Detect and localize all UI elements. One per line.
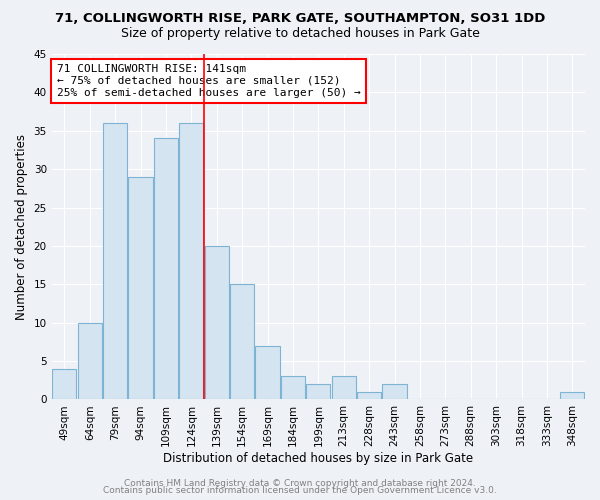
Y-axis label: Number of detached properties: Number of detached properties <box>15 134 28 320</box>
Bar <box>179 123 203 400</box>
Bar <box>281 376 305 400</box>
Bar <box>52 369 76 400</box>
Bar <box>382 384 407 400</box>
Bar <box>230 284 254 400</box>
Bar <box>128 177 152 400</box>
Text: Size of property relative to detached houses in Park Gate: Size of property relative to detached ho… <box>121 28 479 40</box>
Text: 71, COLLINGWORTH RISE, PARK GATE, SOUTHAMPTON, SO31 1DD: 71, COLLINGWORTH RISE, PARK GATE, SOUTHA… <box>55 12 545 26</box>
Text: Contains HM Land Registry data © Crown copyright and database right 2024.: Contains HM Land Registry data © Crown c… <box>124 478 476 488</box>
Bar <box>256 346 280 400</box>
Bar <box>77 322 102 400</box>
Bar <box>103 123 127 400</box>
Bar <box>306 384 331 400</box>
Bar <box>332 376 356 400</box>
Bar <box>154 138 178 400</box>
Bar <box>205 246 229 400</box>
Text: 71 COLLINGWORTH RISE: 141sqm
← 75% of detached houses are smaller (152)
25% of s: 71 COLLINGWORTH RISE: 141sqm ← 75% of de… <box>57 64 361 98</box>
X-axis label: Distribution of detached houses by size in Park Gate: Distribution of detached houses by size … <box>163 452 473 465</box>
Bar <box>560 392 584 400</box>
Text: Contains public sector information licensed under the Open Government Licence v3: Contains public sector information licen… <box>103 486 497 495</box>
Bar <box>357 392 381 400</box>
